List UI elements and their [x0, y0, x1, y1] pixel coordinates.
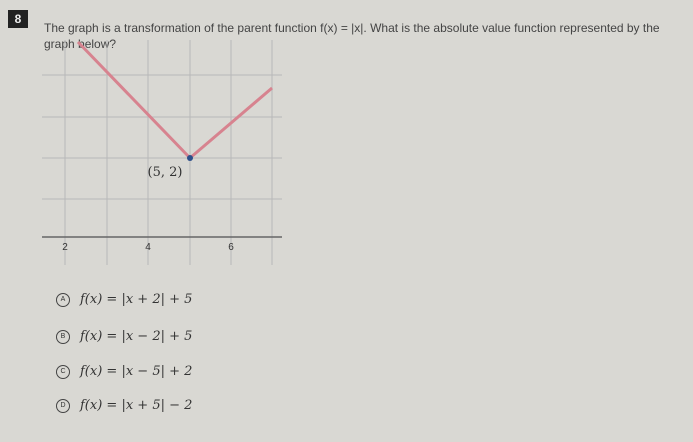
x-tick-label: 6	[228, 242, 234, 253]
option-letter: C	[56, 364, 70, 379]
question-number: 8	[8, 10, 28, 28]
option-text: f(x) = |x − 5| + 2	[80, 364, 193, 379]
option-text: f(x) = |x + 5| − 2	[80, 398, 193, 413]
vertex-label: (5, 2)	[148, 165, 183, 180]
x-tick-label: 2	[62, 242, 68, 253]
vertex-point	[187, 155, 193, 161]
option-text: f(x) = |x − 2| + 5	[80, 329, 193, 344]
option-letter: A	[56, 292, 70, 307]
option-letter: D	[56, 398, 70, 413]
option-letter: B	[56, 329, 70, 344]
option-text: f(x) = |x + 2| + 5	[80, 292, 193, 307]
grid	[42, 40, 282, 265]
x-tick-label: 4	[145, 242, 151, 253]
